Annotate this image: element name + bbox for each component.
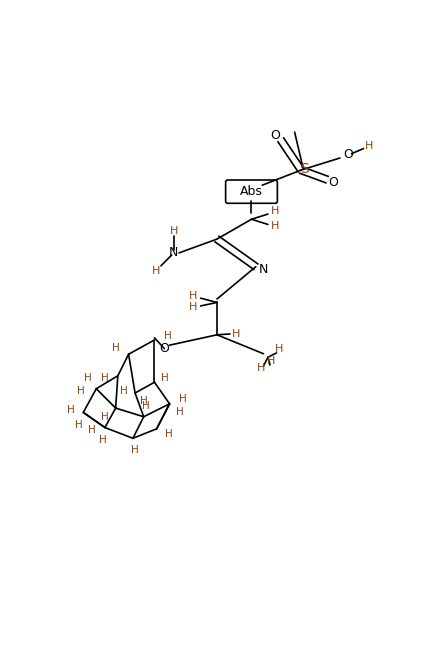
Text: H: H <box>120 386 128 396</box>
Text: O: O <box>270 129 280 141</box>
Text: H: H <box>271 206 279 217</box>
Text: H: H <box>365 141 373 151</box>
Text: H: H <box>170 226 178 237</box>
Text: H: H <box>75 420 83 430</box>
Text: O: O <box>159 342 169 355</box>
Text: O: O <box>344 148 353 161</box>
Text: H: H <box>164 330 171 340</box>
Text: H: H <box>77 386 85 396</box>
Text: H: H <box>99 434 107 445</box>
Text: H: H <box>101 412 109 422</box>
Text: H: H <box>179 395 186 405</box>
Text: H: H <box>257 363 266 373</box>
Text: H: H <box>131 446 139 455</box>
Text: H: H <box>101 373 109 383</box>
Text: H: H <box>274 344 283 354</box>
Text: H: H <box>161 373 169 383</box>
Text: H: H <box>189 291 197 301</box>
Text: H: H <box>84 373 92 383</box>
Text: H: H <box>267 356 276 366</box>
Text: H: H <box>140 396 148 406</box>
Text: H: H <box>112 343 119 353</box>
Text: O: O <box>329 176 339 189</box>
Text: N: N <box>259 263 268 276</box>
Text: N: N <box>169 245 178 258</box>
Text: H: H <box>177 407 184 416</box>
Text: H: H <box>189 302 197 312</box>
Text: H: H <box>232 329 240 339</box>
Text: H: H <box>165 429 173 439</box>
Text: H: H <box>66 405 74 415</box>
Text: S: S <box>300 162 309 176</box>
Text: H: H <box>271 221 279 231</box>
FancyBboxPatch shape <box>226 180 277 204</box>
Text: Abs: Abs <box>240 185 263 198</box>
Text: H: H <box>142 401 150 411</box>
Text: H: H <box>88 424 96 435</box>
Text: H: H <box>151 266 160 276</box>
